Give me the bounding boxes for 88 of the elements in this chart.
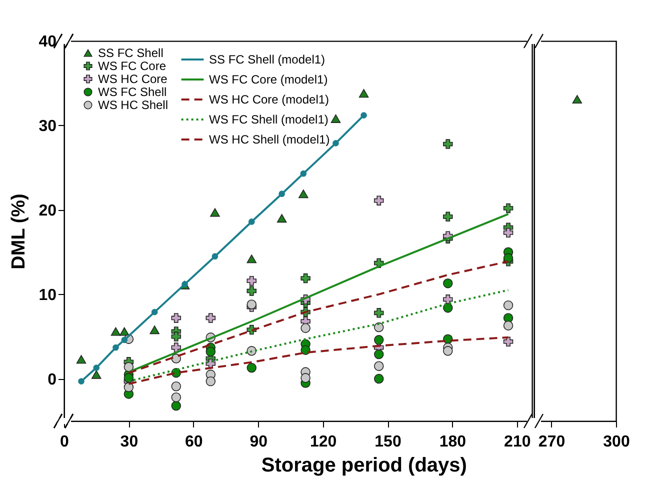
point [358,89,369,98]
point [171,332,182,342]
y-tick-label: 40 [38,34,57,50]
point [124,373,134,383]
y-tick-label: 20 [38,202,57,220]
x-axis-title: Storage period (days) [261,454,467,476]
point [91,370,102,379]
point [246,254,257,264]
point [374,335,384,345]
point [300,323,310,333]
point [246,362,257,373]
point [503,336,514,346]
point [171,392,182,402]
point [171,313,182,323]
point [443,302,453,313]
legend-label: WS FC Core (model1) [209,72,328,86]
y-tick-label: 0 [48,371,57,388]
point [300,345,310,355]
x-tick-label: 180 [439,434,466,450]
y-tick-label: 10 [38,286,57,304]
point [443,139,453,149]
point [443,294,453,304]
point [124,362,134,372]
point [121,336,128,344]
point [374,196,384,206]
point [503,203,514,214]
point [210,208,220,217]
y-tick-label: 30 [38,118,57,135]
legend-label: WS FC Core [98,59,166,73]
x-tick-label: 210 [504,434,531,450]
point [248,218,255,225]
legend-label: WS FC Shell (model1) [209,112,328,126]
point [212,253,218,260]
point [246,286,257,296]
legend-label: WS HC Shell [98,98,168,112]
point [278,190,285,197]
point [503,253,514,263]
legend-label: WS HC Shell (model1) [209,132,330,146]
point [503,300,514,310]
point [503,320,514,330]
point [298,190,308,198]
point [150,326,160,334]
x-tick-label: 60 [185,434,203,450]
point [374,308,384,318]
point [171,400,182,411]
point [374,374,384,384]
x-tick-label: 270 [538,434,566,450]
point [300,170,307,177]
point [330,114,341,123]
point [206,313,216,323]
point [443,278,453,288]
point [300,273,310,284]
point [360,112,367,118]
point [374,322,384,332]
point [112,344,119,351]
legend-label: WS HC Core [98,72,168,86]
point [246,276,257,286]
point [206,376,216,386]
point [206,346,216,357]
legend-label: SS FC Shell (model1) [209,52,326,66]
point [246,300,257,310]
point [332,140,339,146]
x-tick-label: 0 [60,434,70,450]
point [151,308,158,316]
x-tick-label: 120 [310,434,337,450]
legend-label: WS FC Shell [98,85,167,99]
x-tick-label: 150 [374,434,402,450]
point [171,382,182,392]
point [503,228,514,238]
point [76,355,86,364]
legend-label: SS FC Shell [98,46,164,60]
point [300,373,310,383]
point [120,327,130,336]
point [110,327,121,336]
point [443,212,453,222]
legend-label: WS HC Core (model1) [209,92,330,106]
y-axis-title: DML (%) [8,194,30,270]
point [78,378,84,384]
point [124,382,134,392]
x-tick-label: 90 [250,434,268,450]
point [374,349,384,360]
point [374,361,384,371]
x-tick-label: 300 [603,434,630,450]
point [443,346,453,356]
x-tick-label: 30 [120,434,138,450]
point [276,214,287,223]
point [171,342,182,352]
point [93,364,100,371]
